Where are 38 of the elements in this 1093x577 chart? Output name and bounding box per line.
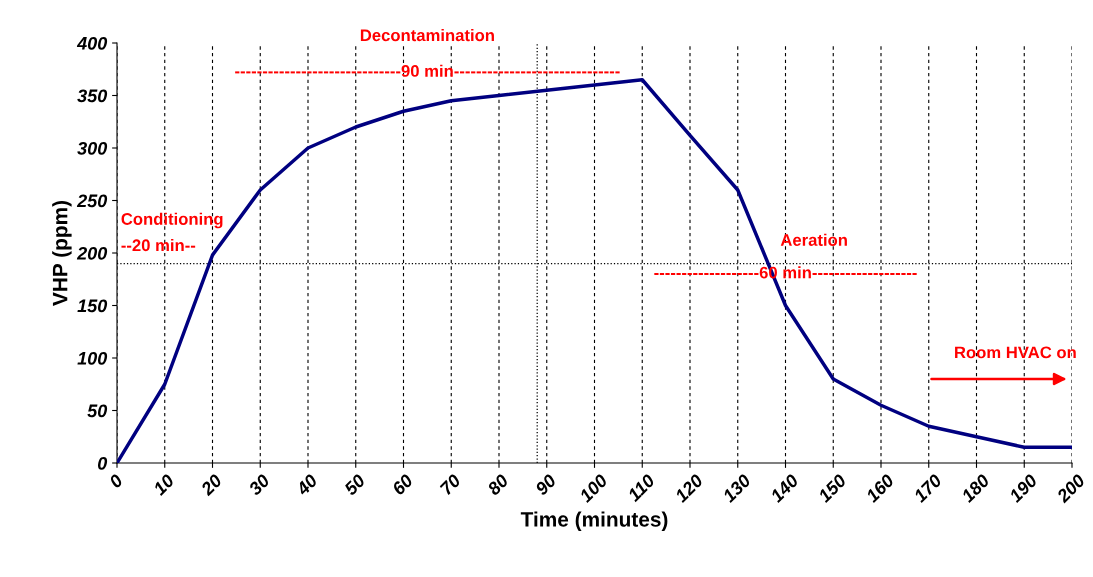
x-tick-label: 30 xyxy=(247,473,271,497)
x-axis-title: Time (minutes) xyxy=(520,511,668,531)
x-tick-label: 160 xyxy=(864,473,895,504)
annotation: Aeration xyxy=(780,233,847,246)
x-tick-label: 130 xyxy=(721,473,752,504)
y-tick-label: 50 xyxy=(87,404,108,418)
y-tick-label: 200 xyxy=(76,246,108,260)
text: Decontamination xyxy=(360,28,494,42)
y-tick-label: 250 xyxy=(76,194,108,208)
y-axis-title: VHP (ppm) xyxy=(52,200,72,306)
x-tick-label: 190 xyxy=(1008,473,1039,504)
x-tick-label: 60 xyxy=(391,473,414,496)
x-tick-label: 90 xyxy=(534,473,558,496)
annotation: Room HVAC on xyxy=(955,346,1076,359)
x-tick-label: 180 xyxy=(960,473,991,504)
y-tick-label: 400 xyxy=(76,36,108,50)
x-tick-label: 200 xyxy=(1055,473,1086,504)
x-tick-label: 70 xyxy=(439,473,462,496)
x-tick-label: 170 xyxy=(912,473,943,504)
x-tick-label: 150 xyxy=(817,473,848,504)
x-tick-label: 0 xyxy=(108,473,124,489)
x-tick-label: 50 xyxy=(343,473,367,497)
y-tick-label: 100 xyxy=(77,351,108,365)
x-tick-label: 10 xyxy=(152,473,176,497)
y-tick-label: 150 xyxy=(77,299,108,313)
annotation: --20 min-- xyxy=(121,238,196,252)
x-tick-label: 20 xyxy=(199,473,223,497)
x-tick-label: 110 xyxy=(626,473,656,503)
x-tick-label: 140 xyxy=(769,473,800,504)
x-tick-label: 40 xyxy=(295,473,319,497)
x-tick-label: 120 xyxy=(673,473,704,504)
y-tick-label: 300 xyxy=(77,141,108,155)
x-tick-label: 100 xyxy=(578,473,609,504)
annotation: Conditioning xyxy=(121,212,223,229)
x-tick-label: 80 xyxy=(486,473,510,497)
annotation: ------------------------------90 min------------------------------ xyxy=(235,64,620,77)
y-tick-label: 0 xyxy=(97,456,108,470)
y-tick-label: 350 xyxy=(77,89,108,103)
